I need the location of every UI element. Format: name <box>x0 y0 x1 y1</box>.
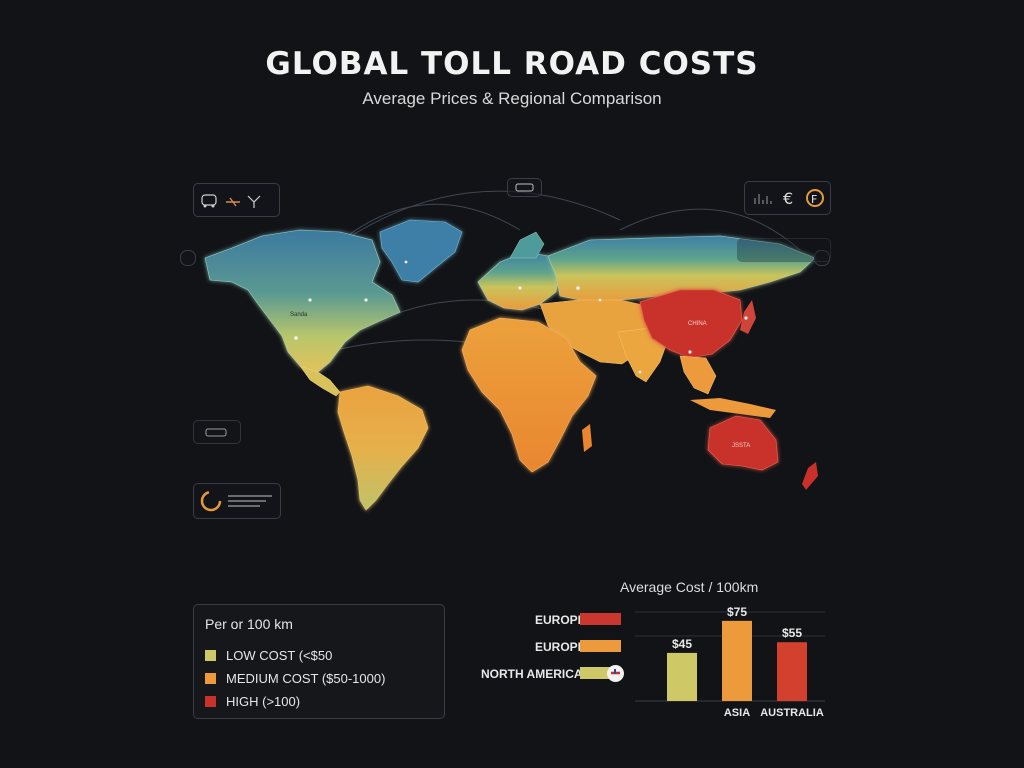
chart-bar <box>777 642 807 701</box>
vehicle-badge[interactable] <box>507 178 542 197</box>
flag-badge-icon <box>607 665 624 682</box>
left-map-marker-icon[interactable] <box>180 250 196 266</box>
cost-legend: Per or 100 km LOW COST (<$50 MEDIUM COST… <box>193 604 445 719</box>
china-shape <box>639 289 743 359</box>
chart-bar <box>722 620 752 701</box>
currency-icons: € F <box>754 189 824 208</box>
map-label-china: CHINA <box>688 321 707 327</box>
chart-category-label: AUSTRALIA <box>760 707 824 719</box>
indonesia-shape <box>690 398 776 418</box>
legend-swatch-low <box>205 650 216 661</box>
svg-text:F: F <box>811 193 817 206</box>
car-side-icon <box>205 428 227 437</box>
australia-shape <box>707 415 779 471</box>
africa-shape <box>461 317 597 473</box>
coin-icon <box>806 189 824 207</box>
legend-title: Per or 100 km <box>205 616 293 632</box>
legend-item-high: HIGH (>100) <box>205 694 300 709</box>
chart-value-label: $45 <box>672 637 692 651</box>
region-label-europe-2: EUROPE <box>535 640 586 654</box>
map-label-north-america: Sanda <box>290 312 308 318</box>
chart-category-label: ASIA <box>724 707 750 719</box>
legend-label-low: LOW COST (<$50 <box>226 648 333 663</box>
car-outline-icon <box>515 183 534 192</box>
bar-chart-icon <box>754 194 772 204</box>
currency-panel[interactable]: € F <box>744 181 831 215</box>
car-side-badge[interactable] <box>193 420 241 444</box>
central-america-shape <box>299 365 341 397</box>
chart-title: Average Cost / 100km <box>620 579 759 595</box>
region-bar-north-america <box>580 667 614 679</box>
legend-swatch-medium <box>205 673 216 684</box>
chart-value-label: $75 <box>727 605 747 619</box>
south-america-shape <box>337 385 429 511</box>
japan-shape <box>740 300 756 334</box>
legend-label-medium: MEDIUM COST ($50-1000) <box>226 671 386 686</box>
gauge-icon <box>200 490 272 512</box>
legend-item-low: LOW COST (<$50 <box>205 648 332 663</box>
southeast-asia-shape <box>679 355 717 395</box>
car-icon <box>201 194 261 208</box>
page-subtitle: Average Prices & Regional Comparison <box>362 89 662 108</box>
greenland-shape <box>379 219 463 283</box>
chart-bar <box>667 652 697 701</box>
region-bar-europe-1 <box>580 613 621 625</box>
madagascar-shape <box>582 424 592 452</box>
city-dots <box>294 260 748 374</box>
legend-item-medium: MEDIUM COST ($50-1000) <box>205 671 385 686</box>
scandinavia-shape <box>509 231 545 259</box>
north-america-shape <box>204 229 401 373</box>
region-bar-europe-2 <box>580 640 621 652</box>
map-label-australia: JSSTA <box>732 443 750 449</box>
europe-shape <box>477 251 561 311</box>
new-zealand-shape <box>802 462 818 490</box>
gauge-panel[interactable] <box>193 483 281 519</box>
region-label-europe-1: EUROPE <box>535 613 586 627</box>
info-strip <box>737 238 831 262</box>
north-asia-shape <box>547 235 816 303</box>
legend-swatch-high <box>205 696 216 707</box>
transport-icons-panel[interactable] <box>193 183 280 217</box>
euro-icon: € <box>783 189 793 208</box>
legend-label-high: HIGH (>100) <box>226 694 301 709</box>
page-title: GLOBAL TOLL ROAD COSTS <box>265 46 759 82</box>
chart-value-label: $55 <box>782 626 802 640</box>
region-label-north-america: NORTH AMERICA <box>481 667 583 681</box>
average-cost-bar-chart: $45 $75 ASIA $55 AUSTRALIA <box>635 605 825 719</box>
